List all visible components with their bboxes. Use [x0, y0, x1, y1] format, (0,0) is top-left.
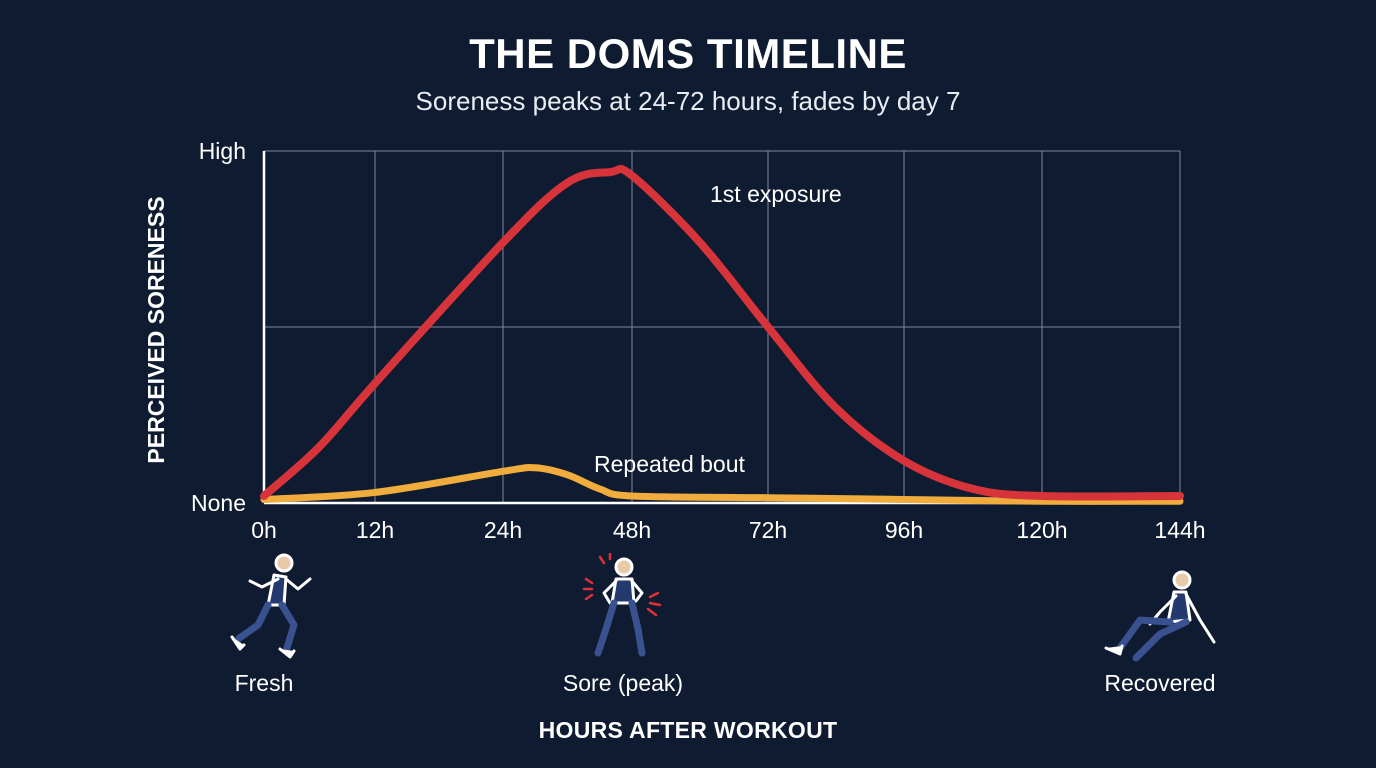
- x-tick-label: 96h: [885, 517, 923, 543]
- chart-subtitle: Soreness peaks at 24-72 hours, fades by …: [415, 86, 961, 116]
- y-tick-label: None: [191, 490, 246, 516]
- y-axis-label: PERCEIVED SORENESS: [143, 196, 169, 463]
- y-tick-labels: None High: [191, 138, 246, 516]
- x-tick-label: 48h: [613, 517, 651, 543]
- runner-icon: [230, 553, 312, 659]
- x-tick-label: 0h: [251, 517, 277, 543]
- x-tick-label: 24h: [484, 517, 522, 543]
- x-axis-label: HOURS AFTER WORKOUT: [538, 717, 838, 743]
- figure-label-sore: Sore (peak): [562, 670, 684, 696]
- chart-title: THE DOMS TIMELINE: [469, 30, 907, 77]
- x-tick-label: 12h: [356, 517, 394, 543]
- x-tick-label: 120h: [1016, 517, 1067, 543]
- y-tick-label: High: [199, 138, 246, 164]
- figure-label-recovered: Recovered: [1104, 670, 1216, 696]
- series-line-first-exposure: [260, 165, 1184, 501]
- sore-person-icon: [582, 553, 662, 657]
- x-tick-label: 144h: [1154, 517, 1205, 543]
- figure-label-fresh: Fresh: [234, 670, 294, 696]
- x-tick-label: 72h: [749, 517, 787, 543]
- series-label-first-exposure: 1st exposure: [710, 181, 842, 207]
- series-label-repeated-bout: Repeated bout: [594, 451, 746, 477]
- x-tick-labels: 0h 12h 24h 48h 72h 96h 120h 144h: [251, 517, 1205, 543]
- resting-person-icon: [1104, 570, 1216, 662]
- series-line-repeated-bout: [260, 464, 1184, 505]
- series-lines: [260, 165, 1184, 505]
